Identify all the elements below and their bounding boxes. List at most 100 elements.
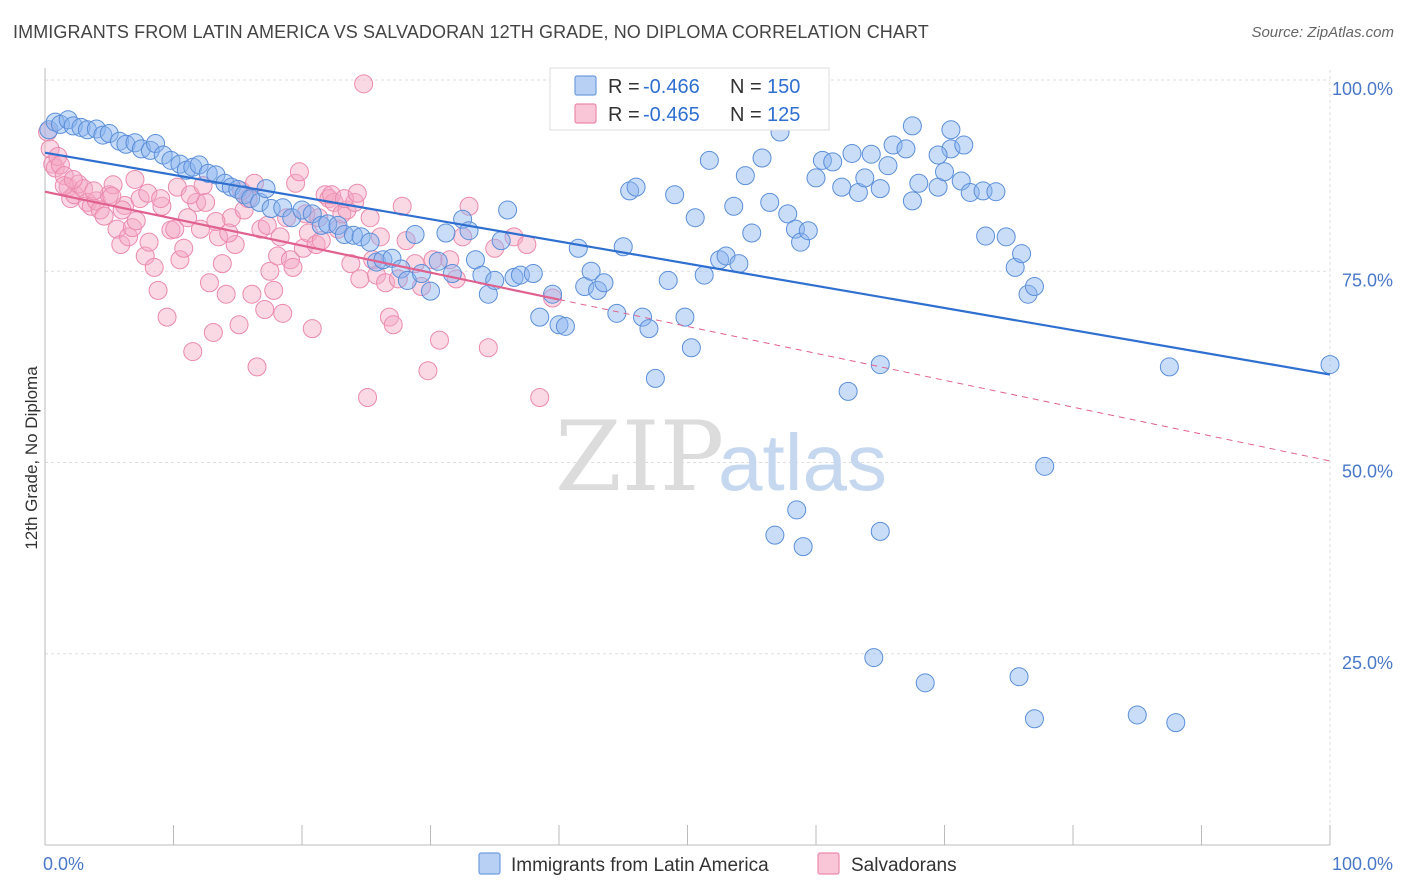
legend-n-value-1: 150 xyxy=(767,76,800,98)
latin-america-point-77 xyxy=(626,177,646,197)
latin-america-point-135 xyxy=(915,673,935,693)
trend-lines xyxy=(44,151,1331,462)
watermark-atlas: atlas xyxy=(718,418,887,507)
salvadorans-point-20 xyxy=(111,234,131,254)
latin-america-point-37 xyxy=(318,214,338,234)
latin-america-point-80 xyxy=(645,368,665,388)
latin-america-point-40 xyxy=(343,225,363,245)
salvadorans-point-59 xyxy=(277,208,297,228)
latin-america-point-64 xyxy=(523,264,543,284)
watermark-zip: ZIP xyxy=(555,401,724,513)
latin-america-point-0 xyxy=(39,120,59,140)
salvadorans-point-15 xyxy=(90,200,110,220)
latin-america-point-105 xyxy=(842,143,862,163)
legend-r-label-1: R = xyxy=(608,76,640,98)
legend-swatch-pink xyxy=(574,103,597,124)
salvadorans-point-92 xyxy=(429,330,449,350)
watermark: ZIP atlas xyxy=(555,401,887,513)
latin-america-point-93 xyxy=(742,223,762,243)
salvadorans-point-77 xyxy=(354,74,374,94)
trend-line-salvadorans xyxy=(44,190,560,301)
salvadorans-point-90 xyxy=(418,361,438,381)
salvadorans-point-45 xyxy=(216,284,236,304)
latin-america-point-9 xyxy=(99,124,119,144)
legend-n-label-1: N = xyxy=(730,76,762,98)
salvadorans-point-78 xyxy=(358,387,378,407)
latin-america-point-112 xyxy=(896,139,916,159)
x-tick-label-0: 0.0% xyxy=(43,854,84,874)
salvadorans-point-16 xyxy=(94,206,114,226)
latin-america-point-4 xyxy=(63,116,83,136)
latin-america-point-102 xyxy=(812,150,832,170)
salvadorans-point-98 xyxy=(485,238,505,258)
latin-america-point-86 xyxy=(694,265,714,285)
latin-america-point-122 xyxy=(996,227,1016,247)
latin-america-point-83 xyxy=(675,307,695,327)
salvadorans-point-61 xyxy=(286,173,306,193)
latin-america-point-38 xyxy=(328,215,348,235)
salvadorans-point-65 xyxy=(302,319,322,339)
salvadorans-point-123 xyxy=(322,185,342,205)
latin-america-point-41 xyxy=(351,227,371,247)
salvadorans-point-108 xyxy=(125,169,145,189)
salvadorans-point-42 xyxy=(203,322,223,342)
bottom-legend-label-pink: Salvadorans xyxy=(851,855,957,876)
latin-america-point-74 xyxy=(607,303,627,323)
latin-america-point-103 xyxy=(823,152,843,172)
latin-america-point-79 xyxy=(639,319,659,339)
latin-america-point-139 xyxy=(870,355,890,375)
latin-america-point-140 xyxy=(902,116,922,136)
latin-america-point-107 xyxy=(855,168,875,188)
y-tick-label-3: 25.0% xyxy=(1342,653,1393,673)
latin-america-point-94 xyxy=(752,148,772,168)
latin-america-point-66 xyxy=(543,284,563,304)
legend-r-label-2: R = xyxy=(608,104,640,126)
legend-r-value-1: -0.466 xyxy=(643,76,700,98)
latin-america-point-100 xyxy=(798,221,818,241)
salvadorans-point-105 xyxy=(84,181,104,201)
salvadorans-point-35 xyxy=(174,238,194,258)
latin-america-point-95 xyxy=(760,192,780,212)
latin-america-point-132 xyxy=(1009,667,1029,687)
latin-america-point-143 xyxy=(954,135,974,155)
salvadorans-point-82 xyxy=(376,273,396,293)
latin-america-point-48 xyxy=(405,225,425,245)
latin-america-point-106 xyxy=(848,182,868,202)
legend-n-label-2: N = xyxy=(730,104,762,126)
salvadorans-point-44 xyxy=(212,254,232,274)
latin-america-point-82 xyxy=(665,185,685,205)
y-tick-label-0: 100.0% xyxy=(1332,79,1393,99)
salvadorans-point-97 xyxy=(478,338,498,358)
latin-america-point-130 xyxy=(765,525,785,545)
salvadorans-point-27 xyxy=(139,232,159,252)
latin-america-point-121 xyxy=(986,182,1006,202)
salvadorans-point-55 xyxy=(260,261,280,281)
latin-america-point-99 xyxy=(791,232,811,252)
latin-america-point-97 xyxy=(778,204,798,224)
latin-america-point-36 xyxy=(311,215,331,235)
salvadorans-point-109 xyxy=(138,183,158,203)
salvadorans-point-74 xyxy=(341,254,361,274)
latin-america-point-116 xyxy=(935,162,954,182)
latin-america-point-49 xyxy=(412,264,432,284)
salvadorans-point-76 xyxy=(350,269,370,289)
salvadorans-point-112 xyxy=(180,185,200,205)
latin-america-point-22 xyxy=(198,163,218,183)
salvadorans-point-115 xyxy=(219,223,239,243)
y-axis-label: 12th Grade, No Diploma xyxy=(22,366,41,550)
latin-america-point-108 xyxy=(861,144,881,164)
latin-america-point-131 xyxy=(793,537,813,557)
salvadorans-point-49 xyxy=(234,200,254,220)
latin-america-point-124 xyxy=(1012,244,1032,264)
salvadorans-point-120 xyxy=(283,257,303,277)
latin-america-point-125 xyxy=(1018,284,1038,304)
latin-america-point-65 xyxy=(530,307,550,327)
x-tick-labels: 0.0% 100.0% xyxy=(43,854,1393,874)
latin-america-point-110 xyxy=(878,156,898,176)
x-tick-label-1: 100.0% xyxy=(1332,854,1393,874)
latin-america-point-101 xyxy=(806,168,826,188)
legend-swatch-blue xyxy=(574,75,597,96)
salvadorans-point-47 xyxy=(225,234,245,254)
latin-america-point-72 xyxy=(588,280,608,300)
